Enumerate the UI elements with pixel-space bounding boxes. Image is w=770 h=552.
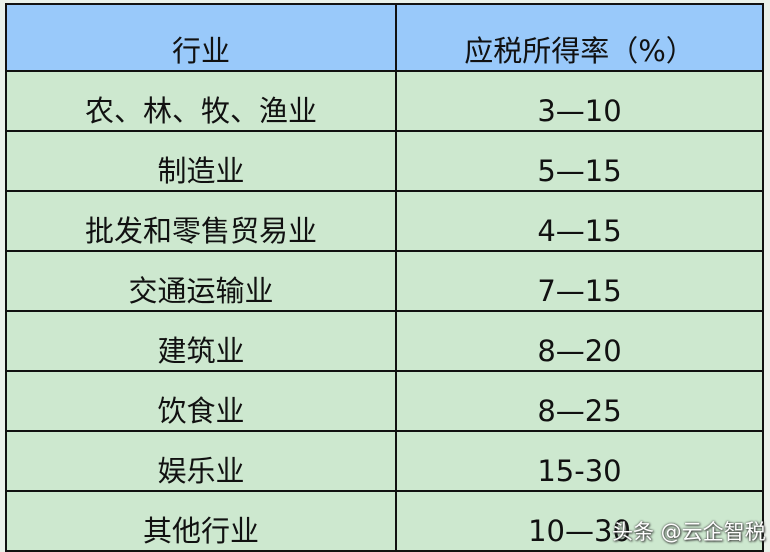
tax-rate-table: 行业 应税所得率（%） 农、林、牧、渔业 3—10 制造业 5—15 批发和零售贸易业 4… <box>5 3 764 552</box>
rate-cell: 7—15 <box>395 250 764 312</box>
industry-cell: 批发和零售贸易业 <box>5 190 397 252</box>
industry-cell: 饮食业 <box>5 370 397 432</box>
rate-cell: 4—15 <box>395 190 764 252</box>
rate-cell: 8—20 <box>395 310 764 372</box>
industry-cell: 娱乐业 <box>5 430 397 492</box>
rate-cell: 5—15 <box>395 130 764 192</box>
header-industry: 行业 <box>5 3 397 72</box>
table-row: 饮食业 8—25 <box>5 370 764 432</box>
table-row: 制造业 5—15 <box>5 130 764 192</box>
table-row: 其他行业 10—30 <box>5 490 764 552</box>
header-rate: 应税所得率（%） <box>395 3 764 72</box>
table-row: 农、林、牧、渔业 3—10 <box>5 70 764 132</box>
rate-cell: 10—30 <box>395 490 764 552</box>
industry-cell: 建筑业 <box>5 310 397 372</box>
table-header-row: 行业 应税所得率（%） <box>5 3 764 72</box>
rate-cell: 15-30 <box>395 430 764 492</box>
industry-cell: 交通运输业 <box>5 250 397 312</box>
rate-cell: 8—25 <box>395 370 764 432</box>
industry-cell: 农、林、牧、渔业 <box>5 70 397 132</box>
rate-cell: 3—10 <box>395 70 764 132</box>
table-row: 建筑业 8—20 <box>5 310 764 372</box>
industry-cell: 制造业 <box>5 130 397 192</box>
industry-cell: 其他行业 <box>5 490 397 552</box>
table-row: 交通运输业 7—15 <box>5 250 764 312</box>
table-row: 批发和零售贸易业 4—15 <box>5 190 764 252</box>
watermark: 头条 @云企智税 <box>612 520 766 544</box>
table-row: 娱乐业 15-30 <box>5 430 764 492</box>
